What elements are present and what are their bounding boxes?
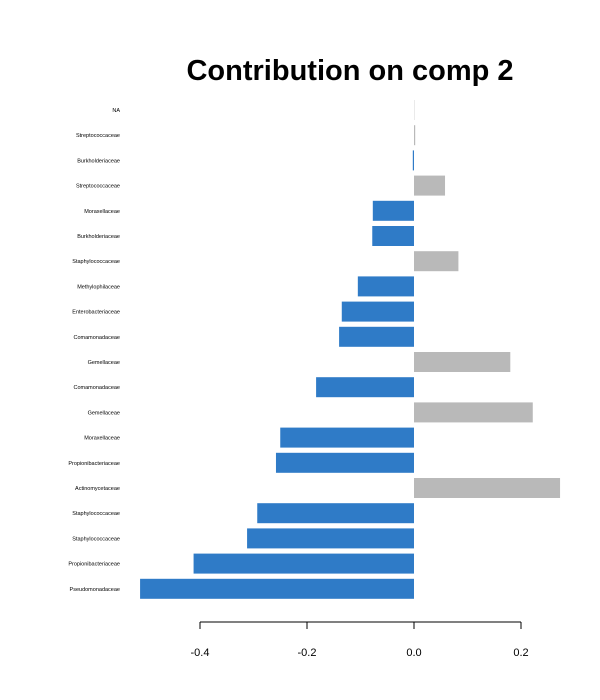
bar [357, 276, 414, 297]
bar [372, 226, 414, 246]
bar [341, 301, 414, 322]
bar [414, 125, 416, 146]
category-label: NA [112, 108, 120, 114]
category-label: Staphylococcaceae [72, 511, 120, 517]
bar [414, 402, 533, 423]
x-axis: -0.4 -0.2 0.0 0.2 [191, 621, 529, 659]
bar [257, 503, 414, 524]
category-label: Propionibacteriaceae [68, 562, 120, 568]
bar [414, 251, 459, 272]
bars-layer [140, 100, 561, 599]
category-labels: NA Streptococcaceae Burkholderiaceae Strept… [68, 108, 120, 593]
x-tick-label: -0.4 [191, 647, 210, 659]
category-label: Enterobacteriaceae [72, 310, 120, 316]
bar [316, 377, 414, 398]
category-label: Moraxellaceae [84, 436, 120, 442]
bar [339, 326, 414, 347]
category-label: Gemellaceae [88, 410, 120, 416]
bar [372, 200, 414, 221]
category-label: Methylophilaceae [77, 284, 120, 290]
bar [414, 352, 511, 372]
bar [275, 452, 414, 473]
category-label: Streptococcaceae [76, 184, 120, 190]
bar [247, 528, 414, 549]
category-label: Propionibacteriaceae [68, 461, 120, 467]
category-label: Moraxellaceae [84, 209, 120, 215]
bar [280, 427, 414, 448]
bar [414, 100, 415, 120]
bar [193, 553, 414, 574]
category-label: Staphylococcaceae [72, 259, 120, 265]
x-tick-label: 0.2 [513, 647, 528, 659]
category-label: Streptococcaceae [76, 133, 120, 139]
category-label: Burkholderiaceae [77, 158, 120, 164]
category-label: Staphylococcaceae [72, 536, 120, 542]
bar [140, 578, 414, 599]
category-label: Gemellaceae [88, 360, 120, 366]
x-tick-label: 0.0 [406, 647, 421, 659]
category-label: Burkholderiaceae [77, 234, 120, 240]
category-label: Comamonadaceae [74, 335, 120, 341]
bar [414, 175, 446, 196]
bar [414, 478, 561, 498]
category-label: Actinomycetaceae [75, 486, 120, 492]
x-tick-label: -0.2 [298, 647, 317, 659]
category-label: Comamonadaceae [74, 385, 120, 391]
category-label: Pseudomonadaceae [70, 587, 120, 593]
chart-title: Contribution on comp 2 [186, 55, 513, 87]
bar [412, 150, 414, 171]
